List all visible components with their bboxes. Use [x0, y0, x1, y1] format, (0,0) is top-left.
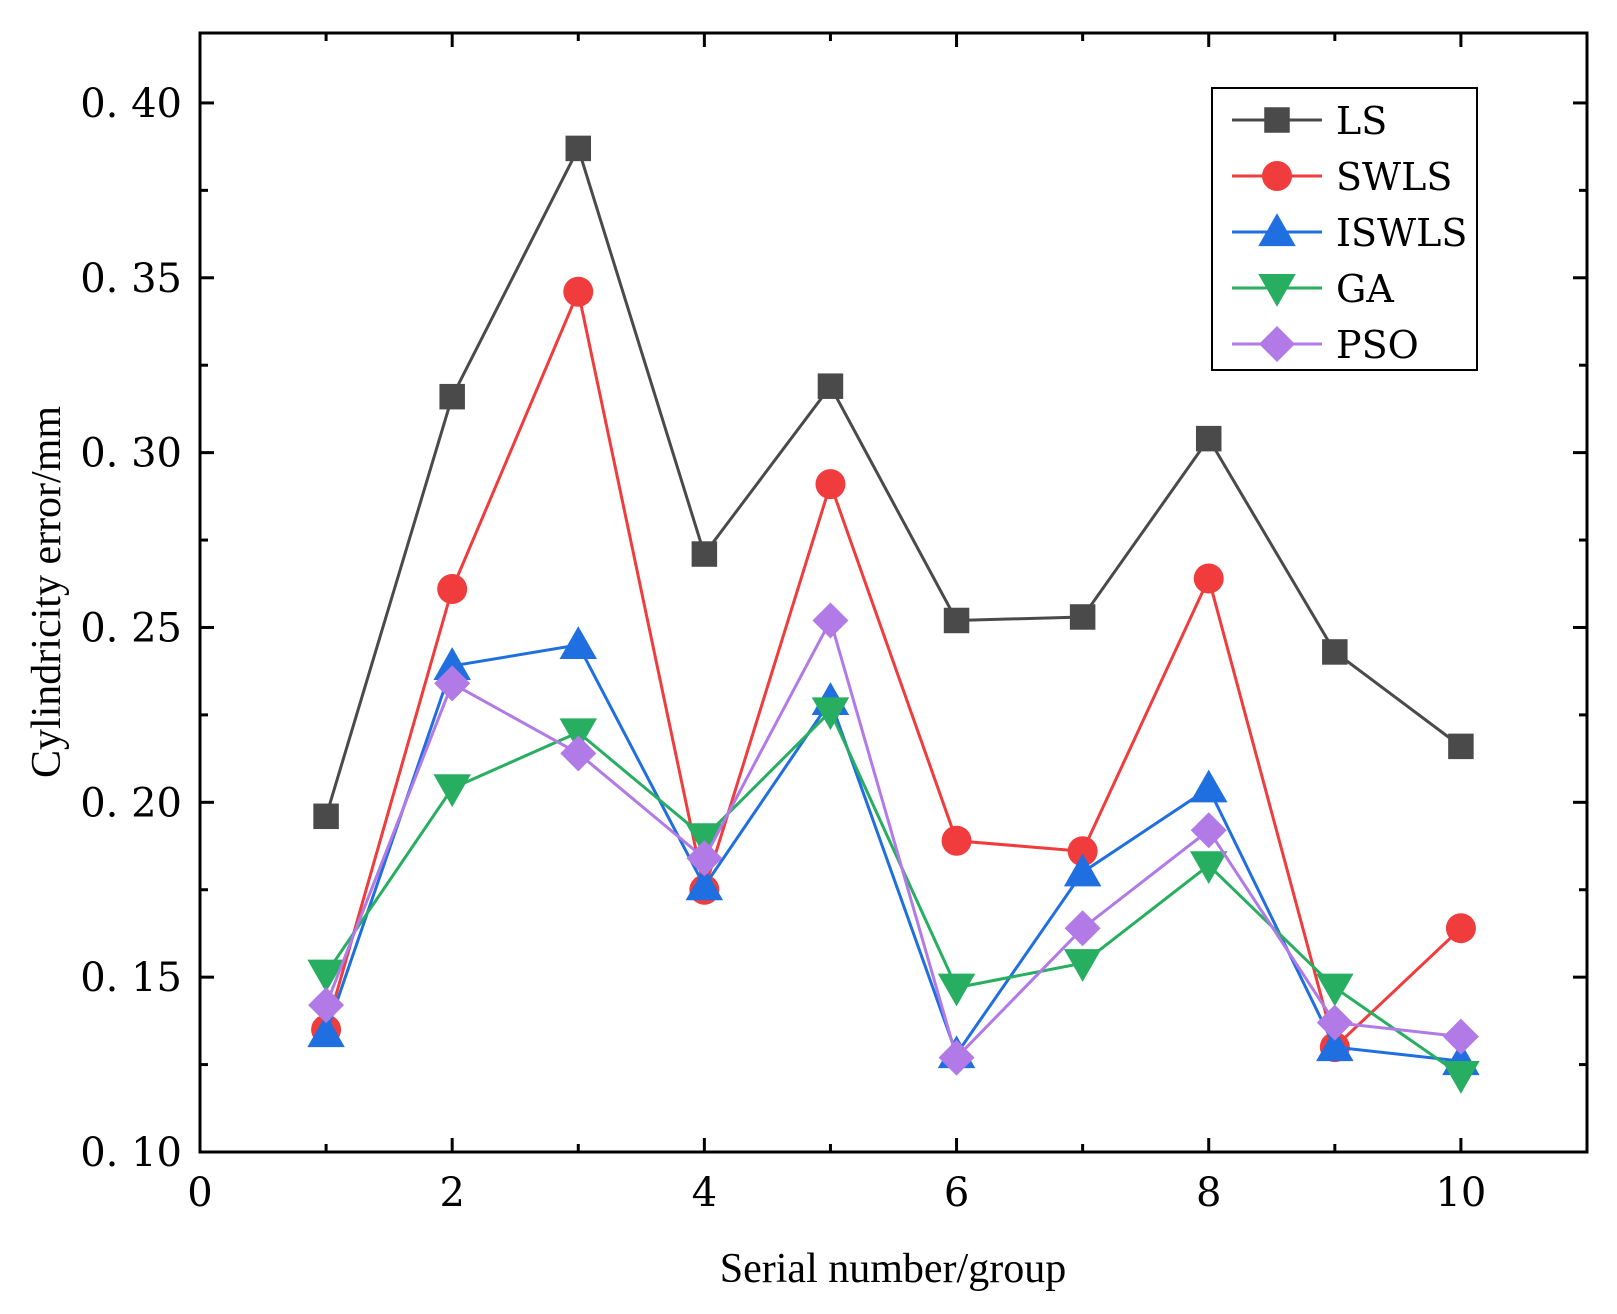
legend-marker-ls — [1264, 107, 1290, 133]
legend-marker-ga — [1258, 273, 1296, 307]
data-point-pso — [812, 602, 849, 639]
legend-item-pso: PSO — [1232, 323, 1419, 367]
legend-label-iswls: ISWLS — [1336, 211, 1467, 255]
legend-marker-iswls — [1258, 213, 1296, 247]
data-point-iswls — [559, 626, 598, 660]
data-point-ls — [691, 541, 718, 567]
data-point-ls — [1322, 639, 1348, 665]
y-tick-label: 0. 40 — [80, 81, 182, 127]
data-point-iswls — [307, 1014, 345, 1048]
series-swls — [311, 276, 1476, 1063]
y-tick-label: 0. 10 — [80, 1130, 182, 1176]
data-point-pso — [1442, 1018, 1479, 1055]
legend-marker-swls — [1262, 161, 1292, 191]
y-tick-label: 0. 15 — [80, 955, 182, 1001]
legend: LS SWLS ISWLS GA PSO — [1211, 87, 1478, 371]
x-tick-label: 6 — [944, 1170, 969, 1216]
data-point-swls — [563, 276, 594, 307]
data-point-ls — [817, 373, 844, 399]
series-pso — [308, 602, 1479, 1076]
data-point-iswls — [685, 867, 724, 901]
legend-item-ga: GA — [1232, 267, 1394, 311]
data-point-ga — [1316, 973, 1354, 1007]
data-point-swls — [1445, 913, 1476, 944]
data-point-swls — [1193, 563, 1224, 594]
data-point-ls — [313, 803, 339, 830]
data-point-iswls — [1189, 769, 1228, 803]
data-point-iswls — [433, 647, 471, 680]
plot-frame — [198, 31, 1589, 1154]
data-point-swls — [815, 469, 846, 500]
legend-label-pso: PSO — [1336, 323, 1419, 367]
data-point-pso — [560, 735, 597, 772]
y-axis-title: Cylindricity error/mm — [24, 406, 70, 778]
legend-item-ls: LS — [1232, 99, 1387, 143]
x-axis-title: Serial number/group — [720, 1246, 1066, 1292]
legend-items: LS SWLS ISWLS GA PSO — [1232, 99, 1467, 367]
series-ls — [313, 135, 1474, 830]
data-point-swls — [941, 825, 972, 856]
x-tick-label: 0 — [187, 1170, 212, 1216]
y-tick-label: 0. 30 — [80, 431, 182, 477]
data-point-ga — [1442, 1061, 1480, 1094]
legend-label-swls: SWLS — [1336, 155, 1452, 199]
legend-label-ga: GA — [1336, 267, 1394, 311]
data-point-pso — [938, 1039, 975, 1076]
data-point-ls — [565, 135, 592, 162]
data-point-pso — [434, 665, 471, 702]
data-point-ga — [937, 973, 976, 1007]
y-tick-label: 0. 20 — [80, 780, 182, 826]
series-line-iswls — [324, 643, 1462, 1063]
data-point-ga — [307, 959, 345, 993]
chart-marks — [307, 135, 1480, 1094]
legend-item-iswls: ISWLS — [1232, 211, 1467, 255]
data-point-ga — [559, 718, 598, 752]
y-tick-label: 0. 35 — [80, 256, 182, 302]
data-point-swls — [1067, 836, 1098, 867]
legend-marker-pso — [1259, 326, 1295, 362]
x-tick-label: 4 — [692, 1170, 717, 1216]
data-point-pso — [1064, 910, 1101, 947]
data-point-pso — [686, 840, 723, 877]
series-line-ls — [324, 144, 1462, 817]
data-point-ga — [1063, 949, 1102, 982]
series-line-swls — [324, 286, 1462, 1050]
data-point-ls — [439, 383, 465, 410]
legend-box — [1211, 87, 1478, 371]
legend-item-swls: SWLS — [1232, 155, 1452, 199]
data-point-ls — [943, 607, 970, 634]
series-ga — [307, 697, 1480, 1094]
data-point-ls — [1195, 425, 1222, 452]
data-point-pso — [1190, 812, 1227, 849]
data-point-ls — [1069, 604, 1096, 630]
data-point-pso — [308, 987, 345, 1024]
data-point-iswls — [1316, 1028, 1354, 1062]
data-point-ga — [811, 697, 850, 731]
y-tick-label: 0. 25 — [80, 605, 182, 651]
series-line-ga — [324, 708, 1462, 1077]
data-point-ga — [433, 774, 471, 808]
data-point-swls — [437, 574, 468, 605]
series-line-pso — [324, 616, 1462, 1061]
axes: 0 2 4 6 8 10 0. 10 0. 15 0. 20 0. 25 0. 30 0. 35 0. … — [80, 33, 1587, 1216]
x-tick-label: 10 — [1435, 1170, 1486, 1216]
legend-label-ls: LS — [1336, 99, 1387, 143]
data-point-ga — [1189, 851, 1228, 885]
x-tick-label: 8 — [1196, 1170, 1221, 1216]
data-point-pso — [1316, 1004, 1353, 1041]
data-point-ga — [685, 823, 724, 857]
x-tick-label: 2 — [439, 1170, 464, 1216]
data-point-iswls — [1063, 853, 1102, 887]
data-point-ls — [1448, 733, 1474, 760]
